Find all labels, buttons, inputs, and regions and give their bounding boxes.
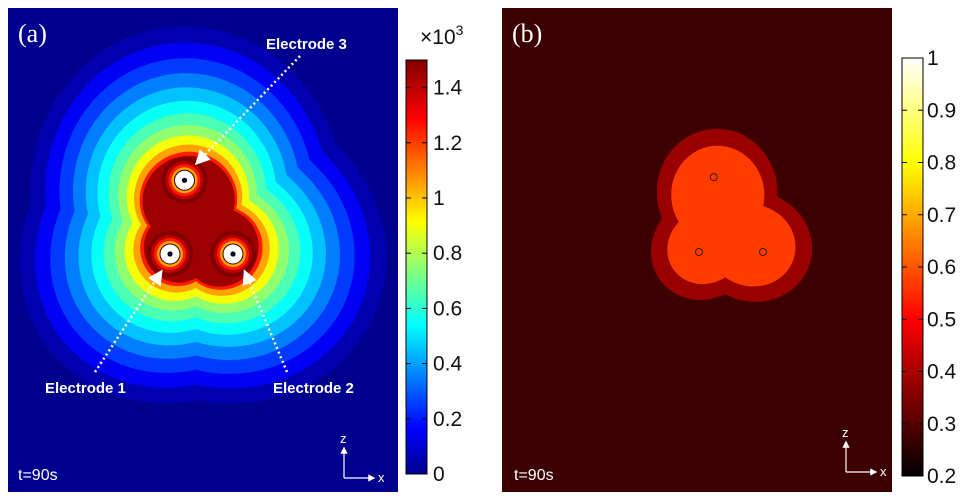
electrode-3-marker xyxy=(709,173,718,182)
panel-b-electrodes xyxy=(695,173,767,256)
panel-a-axis-indicator: z x xyxy=(340,431,385,485)
electrode-2-pointer xyxy=(242,269,289,373)
colorbar-a-tick-label: 0.6 xyxy=(433,297,462,320)
colorbar-a-tick-label: 0.2 xyxy=(433,408,462,431)
electrode-2-marker xyxy=(759,248,767,256)
electrode-1-center xyxy=(167,251,173,257)
colorbar-b-tick-label: 0.7 xyxy=(927,204,956,227)
colorbar-a-exponent: ×103 xyxy=(420,22,464,49)
colorbar-a-ticks: 0 0.2 0.4 0.6 0.8 1 1.2 1.4 xyxy=(406,77,463,486)
panel-b-label: (b) xyxy=(512,19,542,48)
colorbar-a-tick-label: 0 xyxy=(433,463,445,486)
electrode-3-center xyxy=(181,177,188,183)
colorbar-a-tick-label: 1.4 xyxy=(433,77,463,100)
colorbar-a-tick-label: 1.2 xyxy=(433,132,462,155)
electrode-1-label: Electrode 1 xyxy=(45,380,126,397)
colorbar-b-tick-label: 0.9 xyxy=(927,99,956,122)
electrode-2-center xyxy=(230,251,236,257)
colorbar-b-tick-label: 0.5 xyxy=(927,308,956,331)
z-axis-letter: z xyxy=(340,431,347,446)
colorbar-b-tick-label: 0.8 xyxy=(927,152,956,175)
region-inner xyxy=(667,145,796,287)
panel-a-time: t=90s xyxy=(18,467,58,484)
colorbar-a-tick-label: 1 xyxy=(433,187,445,210)
panel-b-regions xyxy=(651,128,813,302)
panel-a-colorbar: 0 0.2 0.4 0.6 0.8 1 1.2 1.4 ×103 xyxy=(405,22,464,486)
colorbar-b-ticks: 0.2 0.3 0.4 0.5 0.6 0.7 0.8 0.9 1 xyxy=(902,47,957,488)
panel-a-label: (a) xyxy=(18,19,47,48)
panel-b-axis-indicator: z x xyxy=(842,425,887,479)
colorbar-a-gradient xyxy=(405,59,428,475)
panel-a-electrodes xyxy=(147,157,256,277)
electrode-2-label: Electrode 2 xyxy=(273,380,354,397)
colorbar-b-tick-label: 1 xyxy=(927,47,939,70)
panel-b-colorbar: 0.2 0.3 0.4 0.5 0.6 0.7 0.8 0.9 1 xyxy=(901,47,957,488)
colorbar-b-tick-label: 0.4 xyxy=(927,361,957,384)
electrode-3-label: Electrode 3 xyxy=(266,36,347,53)
colorbar-b-tick-label: 0.2 xyxy=(927,465,956,488)
x-axis-letter: x xyxy=(880,464,887,479)
colorbar-a-tick-label: 0.8 xyxy=(433,242,462,265)
electrode-1-marker xyxy=(695,248,703,256)
panel-a-heatmap: (a) Electrode 3 Electrode 1 Electrode 2 … xyxy=(8,8,398,492)
colorbar-b-tick-label: 0.6 xyxy=(927,256,956,279)
colorbar-b-tick-label: 0.3 xyxy=(927,413,956,436)
x-axis-letter: x xyxy=(378,470,385,485)
panel-b-time: t=90s xyxy=(514,467,554,484)
z-axis-letter: z xyxy=(842,425,849,440)
colorbar-a-tick-label: 0.4 xyxy=(433,353,463,376)
panel-b-heatmap: (b) t=90s z x xyxy=(502,8,892,492)
